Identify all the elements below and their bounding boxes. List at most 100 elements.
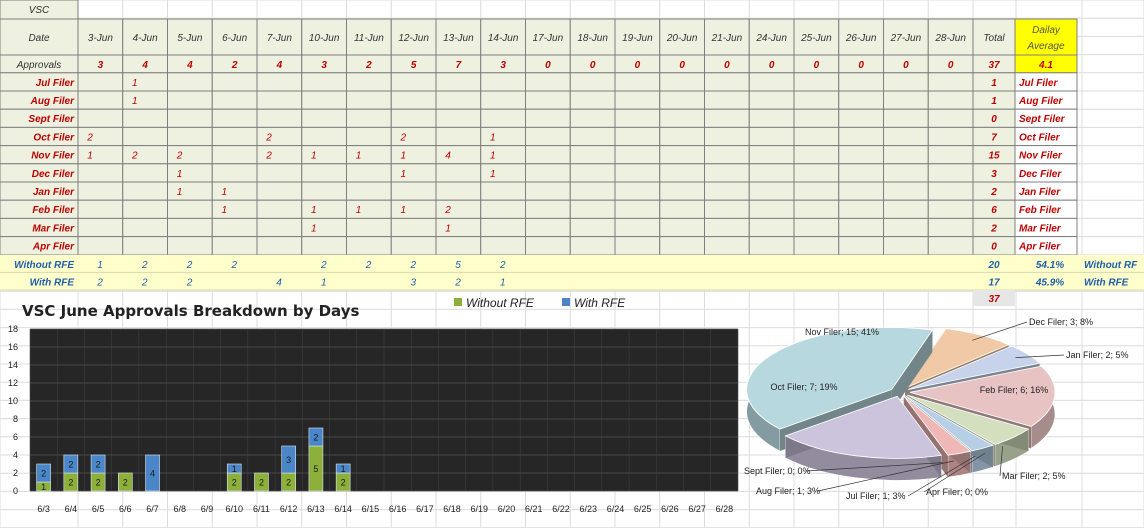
filer-cell[interactable] (122, 145, 168, 165)
bar-segment[interactable] (145, 454, 160, 492)
filer-cell[interactable] (301, 236, 347, 256)
filer-cell[interactable] (838, 181, 884, 201)
filer-cell[interactable] (883, 108, 929, 128)
filer-cell[interactable] (883, 217, 929, 238)
filer-cell[interactable] (77, 90, 124, 110)
bar-segment[interactable] (281, 445, 296, 474)
filer-cell[interactable] (659, 72, 705, 92)
filer-cell[interactable] (211, 72, 258, 92)
date-column-header[interactable] (793, 18, 840, 56)
filer-cell[interactable] (390, 90, 437, 110)
filer-cell[interactable] (838, 217, 884, 238)
filer-cell[interactable] (77, 217, 124, 238)
filer-cell[interactable] (883, 163, 929, 183)
filer-cell[interactable] (301, 199, 347, 219)
filer-cell[interactable] (704, 145, 750, 165)
filer-cell[interactable] (748, 199, 795, 219)
filer-cell[interactable] (704, 236, 750, 256)
filer-cell[interactable] (838, 163, 884, 183)
filer-cell[interactable] (480, 217, 526, 238)
filer-cell[interactable] (525, 163, 571, 183)
filer-cell[interactable] (211, 217, 258, 238)
filer-cell[interactable] (793, 90, 840, 110)
filer-cell[interactable] (301, 217, 347, 238)
filer-cell[interactable] (838, 90, 884, 110)
filer-cell[interactable] (659, 163, 705, 183)
filer-cell[interactable] (480, 236, 526, 256)
filer-cell[interactable] (704, 163, 750, 183)
filer-cell[interactable] (793, 145, 840, 165)
filer-cell[interactable] (659, 236, 705, 256)
date-column-header[interactable] (435, 18, 482, 56)
filer-cell[interactable] (256, 181, 303, 201)
filer-cell[interactable] (346, 145, 392, 165)
filer-cell[interactable] (883, 145, 929, 165)
filer-cell[interactable] (569, 181, 616, 201)
filer-cell[interactable] (435, 163, 482, 183)
filer-cell[interactable] (927, 163, 974, 183)
filer-cell[interactable] (838, 199, 884, 219)
filer-cell[interactable] (301, 90, 347, 110)
filer-cell[interactable] (883, 126, 929, 147)
date-column-header[interactable] (480, 18, 526, 56)
bar-segment[interactable] (36, 463, 51, 483)
filer-cell[interactable] (614, 126, 661, 147)
filer-cell[interactable] (838, 108, 884, 128)
filer-cell[interactable] (569, 108, 616, 128)
filer-cell[interactable] (77, 145, 124, 165)
filer-cell[interactable] (167, 236, 213, 256)
filer-cell[interactable] (569, 90, 616, 110)
filer-cell[interactable] (748, 108, 795, 128)
filer-cell[interactable] (659, 199, 705, 219)
filer-cell[interactable] (793, 163, 840, 183)
filer-cell[interactable] (122, 199, 168, 219)
filer-cell[interactable] (480, 199, 526, 219)
filer-cell[interactable] (346, 126, 392, 147)
filer-cell[interactable] (256, 90, 303, 110)
pie-slice[interactable] (907, 394, 1030, 445)
filer-cell[interactable] (793, 72, 840, 92)
filer-cell[interactable] (927, 145, 974, 165)
filer-cell[interactable] (390, 108, 437, 128)
filer-cell[interactable] (659, 108, 705, 128)
filer-cell[interactable] (659, 145, 705, 165)
filer-cell[interactable] (614, 199, 661, 219)
pie-slice[interactable] (784, 395, 943, 459)
filer-cell[interactable] (704, 217, 750, 238)
filer-cell[interactable] (256, 126, 303, 147)
filer-cell[interactable] (748, 236, 795, 256)
filer-cell[interactable] (122, 90, 168, 110)
filer-cell[interactable] (390, 126, 437, 147)
filer-cell[interactable] (167, 163, 213, 183)
filer-cell[interactable] (569, 163, 616, 183)
filer-cell[interactable] (927, 108, 974, 128)
filer-cell[interactable] (525, 108, 571, 128)
filer-cell[interactable] (301, 126, 347, 147)
filer-cell[interactable] (301, 72, 347, 92)
filer-cell[interactable] (167, 126, 213, 147)
filer-cell[interactable] (614, 90, 661, 110)
filer-cell[interactable] (704, 126, 750, 147)
filer-cell[interactable] (167, 90, 213, 110)
date-column-header[interactable] (614, 18, 661, 56)
filer-cell[interactable] (525, 72, 571, 92)
filer-cell[interactable] (346, 108, 392, 128)
filer-cell[interactable] (927, 236, 974, 256)
date-column-header[interactable] (838, 18, 884, 56)
date-column-header[interactable] (77, 18, 124, 56)
bar-segment[interactable] (226, 463, 242, 474)
filer-cell[interactable] (569, 217, 616, 238)
filer-cell[interactable] (301, 181, 347, 201)
filer-cell[interactable] (927, 72, 974, 92)
filer-cell[interactable] (748, 72, 795, 92)
filer-cell[interactable] (927, 217, 974, 238)
filer-cell[interactable] (122, 181, 168, 201)
filer-cell[interactable] (614, 145, 661, 165)
filer-cell[interactable] (346, 72, 392, 92)
filer-cell[interactable] (301, 108, 347, 128)
filer-cell[interactable] (301, 145, 347, 165)
filer-cell[interactable] (390, 199, 437, 219)
filer-cell[interactable] (480, 163, 526, 183)
filer-cell[interactable] (122, 217, 168, 238)
filer-cell[interactable] (77, 236, 124, 256)
